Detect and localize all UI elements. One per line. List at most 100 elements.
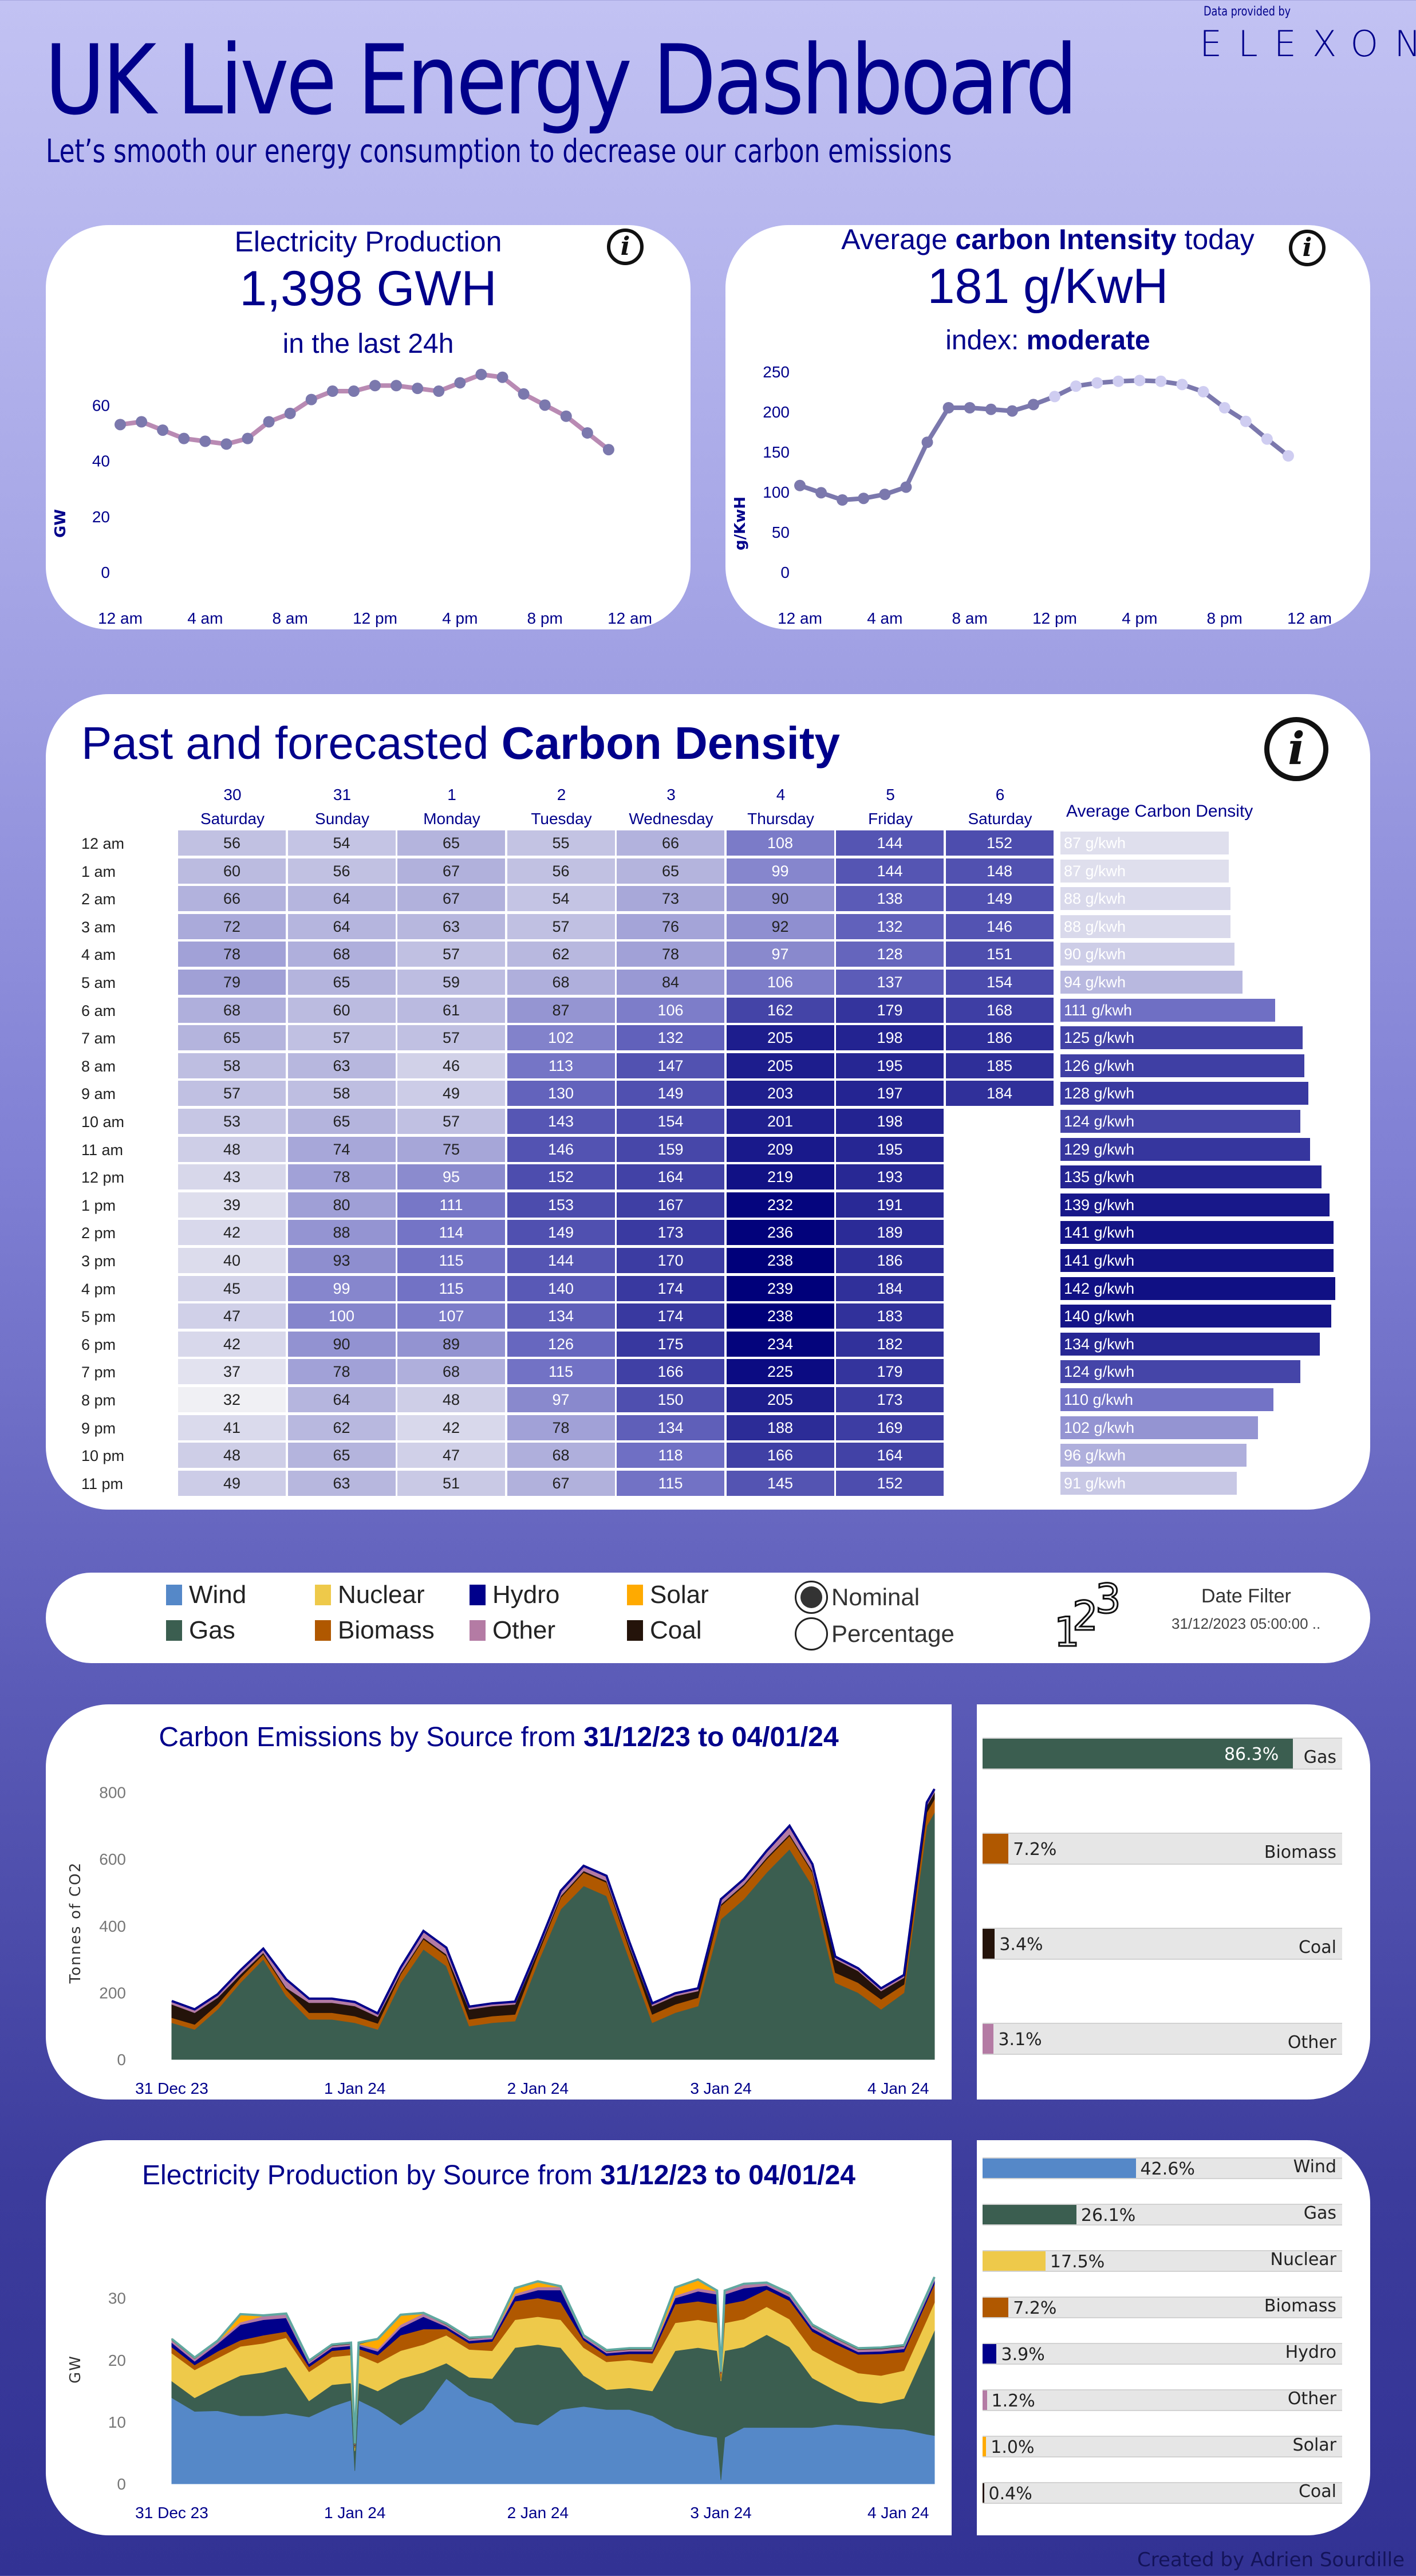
- heatmap-cell[interactable]: 146: [507, 1136, 615, 1162]
- heatmap-cell[interactable]: 111: [397, 1192, 505, 1218]
- heatmap-cell[interactable]: 84: [617, 970, 724, 995]
- heatmap-cell[interactable]: 55: [507, 830, 615, 856]
- avg-density-bar[interactable]: 142 g/kwh: [1060, 1277, 1335, 1300]
- heatmap-cell[interactable]: 100: [287, 1303, 396, 1329]
- heatmap-cell[interactable]: 154: [945, 970, 1054, 995]
- heatmap-cell[interactable]: 60: [287, 997, 396, 1023]
- heatmap-cell[interactable]: 170: [617, 1248, 724, 1273]
- legend-item-coal[interactable]: Coal: [627, 1616, 702, 1645]
- avg-density-bar[interactable]: 90 g/kwh: [1060, 943, 1235, 966]
- heatmap-cell[interactable]: 68: [178, 997, 286, 1023]
- share-bar-biomass[interactable]: 7.2% Biomass: [983, 2296, 1342, 2318]
- legend-item-hydro[interactable]: Hydro: [470, 1581, 559, 1609]
- heatmap-cell[interactable]: 67: [397, 886, 505, 912]
- heatmap-cell[interactable]: 42: [178, 1220, 286, 1246]
- heatmap-cell[interactable]: 64: [287, 913, 396, 939]
- heatmap-cell[interactable]: 144: [836, 858, 944, 884]
- heatmap-cell[interactable]: 144: [507, 1248, 615, 1273]
- heatmap-cell[interactable]: 115: [507, 1359, 615, 1385]
- avg-density-bar[interactable]: 124 g/kwh: [1060, 1110, 1301, 1133]
- heatmap-cell[interactable]: 107: [397, 1303, 505, 1329]
- heatmap-cell[interactable]: 209: [726, 1136, 834, 1162]
- heatmap-cell[interactable]: 39: [178, 1192, 286, 1218]
- heatmap-cell[interactable]: 57: [397, 1109, 505, 1134]
- heatmap-cell[interactable]: 138: [836, 886, 944, 912]
- heatmap-cell[interactable]: 66: [617, 830, 724, 856]
- heatmap-cell[interactable]: 67: [507, 1470, 615, 1496]
- heatmap-cell[interactable]: 198: [836, 1109, 944, 1134]
- heatmap-cell[interactable]: 57: [397, 1025, 505, 1051]
- avg-density-bar[interactable]: 102 g/kwh: [1060, 1416, 1258, 1439]
- heatmap-cell[interactable]: 75: [397, 1136, 505, 1162]
- share-bar-biomass[interactable]: 7.2% Biomass: [983, 1833, 1342, 1865]
- share-bar-hydro[interactable]: 3.9% Hydro: [983, 2342, 1342, 2365]
- radio-nominal-dot[interactable]: [795, 1581, 828, 1614]
- heatmap-cell[interactable]: 64: [287, 886, 396, 912]
- heatmap-cell[interactable]: 58: [287, 1081, 396, 1106]
- radio-percentage-dot[interactable]: [795, 1617, 828, 1651]
- heatmap-cell[interactable]: 57: [397, 942, 505, 967]
- heatmap-cell[interactable]: 197: [836, 1081, 944, 1106]
- avg-density-bar[interactable]: 126 g/kwh: [1060, 1054, 1304, 1077]
- avg-density-bar[interactable]: 135 g/kwh: [1060, 1165, 1322, 1189]
- avg-density-bar[interactable]: 128 g/kwh: [1060, 1082, 1308, 1105]
- heatmap-cell[interactable]: 68: [507, 1443, 615, 1468]
- heatmap-cell[interactable]: 56: [178, 830, 286, 856]
- heatmap-cell[interactable]: 48: [178, 1443, 286, 1468]
- heatmap-cell[interactable]: 149: [507, 1220, 615, 1246]
- heatmap-cell[interactable]: 154: [617, 1109, 724, 1134]
- heatmap-cell[interactable]: 78: [507, 1415, 615, 1440]
- heatmap-cell[interactable]: 65: [287, 1443, 396, 1468]
- heatmap-cell[interactable]: 195: [836, 1053, 944, 1078]
- heatmap-cell[interactable]: 32: [178, 1387, 286, 1412]
- heatmap-cell[interactable]: 188: [726, 1415, 834, 1440]
- heatmap-cell[interactable]: 238: [726, 1248, 834, 1273]
- share-bar-other[interactable]: 3.1% Other: [983, 2023, 1342, 2055]
- heatmap-cell[interactable]: 128: [836, 942, 944, 967]
- avg-density-bar[interactable]: 129 g/kwh: [1060, 1137, 1311, 1161]
- heatmap-cell[interactable]: 149: [945, 886, 1054, 912]
- heatmap-cell[interactable]: 140: [507, 1275, 615, 1301]
- heatmap-cell[interactable]: 65: [397, 830, 505, 856]
- heatmap-cell[interactable]: 72: [178, 913, 286, 939]
- avg-density-bar[interactable]: 139 g/kwh: [1060, 1193, 1330, 1216]
- heatmap-cell[interactable]: 153: [507, 1192, 615, 1218]
- heatmap-cell[interactable]: 78: [178, 942, 286, 967]
- heatmap-cell[interactable]: 114: [397, 1220, 505, 1246]
- avg-density-bar[interactable]: 87 g/kwh: [1060, 832, 1229, 854]
- heatmap-cell[interactable]: 65: [617, 858, 724, 884]
- avg-density-bar[interactable]: 134 g/kwh: [1060, 1332, 1320, 1356]
- heatmap-cell[interactable]: 193: [836, 1164, 944, 1190]
- share-bar-gas[interactable]: 86.3% Gas: [983, 1738, 1342, 1770]
- heatmap-cell[interactable]: 67: [397, 858, 505, 884]
- legend-item-solar[interactable]: Solar: [627, 1581, 709, 1609]
- avg-density-bar[interactable]: 87 g/kwh: [1060, 859, 1229, 883]
- heatmap-cell[interactable]: 47: [178, 1303, 286, 1329]
- avg-density-bar[interactable]: 96 g/kwh: [1060, 1444, 1247, 1467]
- heatmap-cell[interactable]: 42: [178, 1331, 286, 1357]
- heatmap-cell[interactable]: 239: [726, 1275, 834, 1301]
- share-bar-solar[interactable]: 1.0% Solar: [983, 2435, 1342, 2457]
- heatmap-cell[interactable]: 205: [726, 1025, 834, 1051]
- heatmap-cell[interactable]: 184: [945, 1081, 1054, 1106]
- heatmap-cell[interactable]: 57: [507, 913, 615, 939]
- heatmap-cell[interactable]: 198: [836, 1025, 944, 1051]
- heatmap-cell[interactable]: 102: [507, 1025, 615, 1051]
- heatmap-cell[interactable]: 51: [397, 1470, 505, 1496]
- heatmap-cell[interactable]: 236: [726, 1220, 834, 1246]
- heatmap-cell[interactable]: 54: [507, 886, 615, 912]
- heatmap-cell[interactable]: 113: [507, 1053, 615, 1078]
- heatmap-cell[interactable]: 68: [287, 942, 396, 967]
- heatmap-cell[interactable]: 53: [178, 1109, 286, 1134]
- heatmap-cell[interactable]: 99: [287, 1275, 396, 1301]
- heatmap-cell[interactable]: 147: [617, 1053, 724, 1078]
- heatmap-cell[interactable]: 238: [726, 1303, 834, 1329]
- date-filter-value[interactable]: 31/12/2023 05:00:00 ..: [1172, 1615, 1321, 1632]
- info-icon[interactable]: i: [1264, 717, 1328, 781]
- heatmap-cell[interactable]: 61: [397, 997, 505, 1023]
- heatmap-cell[interactable]: 78: [617, 942, 724, 967]
- heatmap-cell[interactable]: 62: [287, 1415, 396, 1440]
- heatmap-cell[interactable]: 63: [287, 1470, 396, 1496]
- heatmap-cell[interactable]: 37: [178, 1359, 286, 1385]
- heatmap-cell[interactable]: 185: [945, 1053, 1054, 1078]
